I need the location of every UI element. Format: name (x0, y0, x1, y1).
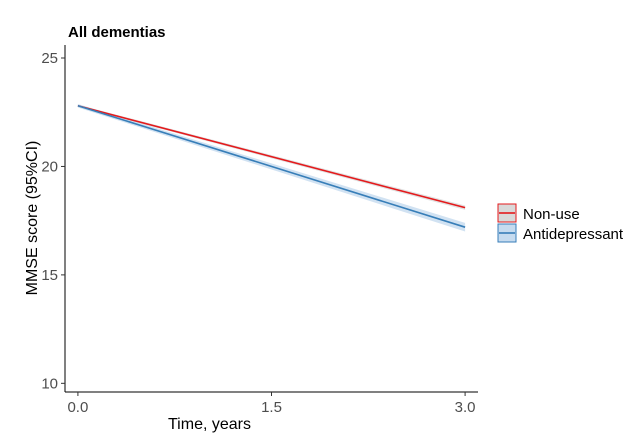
y-tick-label: 25 (41, 50, 58, 67)
legend-label-antidepressant: Antidepressant (523, 226, 624, 243)
x-tick-label: 1.5 (261, 399, 282, 416)
x-tick-label: 0.0 (67, 399, 88, 416)
x-axis-label: Time, years (168, 416, 251, 433)
series-line-non-use (77, 104, 466, 209)
chart-title: All dementias (68, 24, 166, 41)
plot-area (77, 103, 466, 232)
y-axis-label: MMSE score (95%CI) (24, 141, 41, 296)
y-tick-label: 15 (41, 267, 58, 284)
legend: Non-use Antidepressant (497, 203, 624, 243)
x-tick-label: 3.0 (455, 399, 476, 416)
series-line-antidepressant (77, 104, 466, 228)
legend-label-non-use: Non-use (523, 206, 580, 223)
y-tick-label: 10 (41, 375, 58, 392)
y-tick-label: 20 (41, 158, 58, 175)
